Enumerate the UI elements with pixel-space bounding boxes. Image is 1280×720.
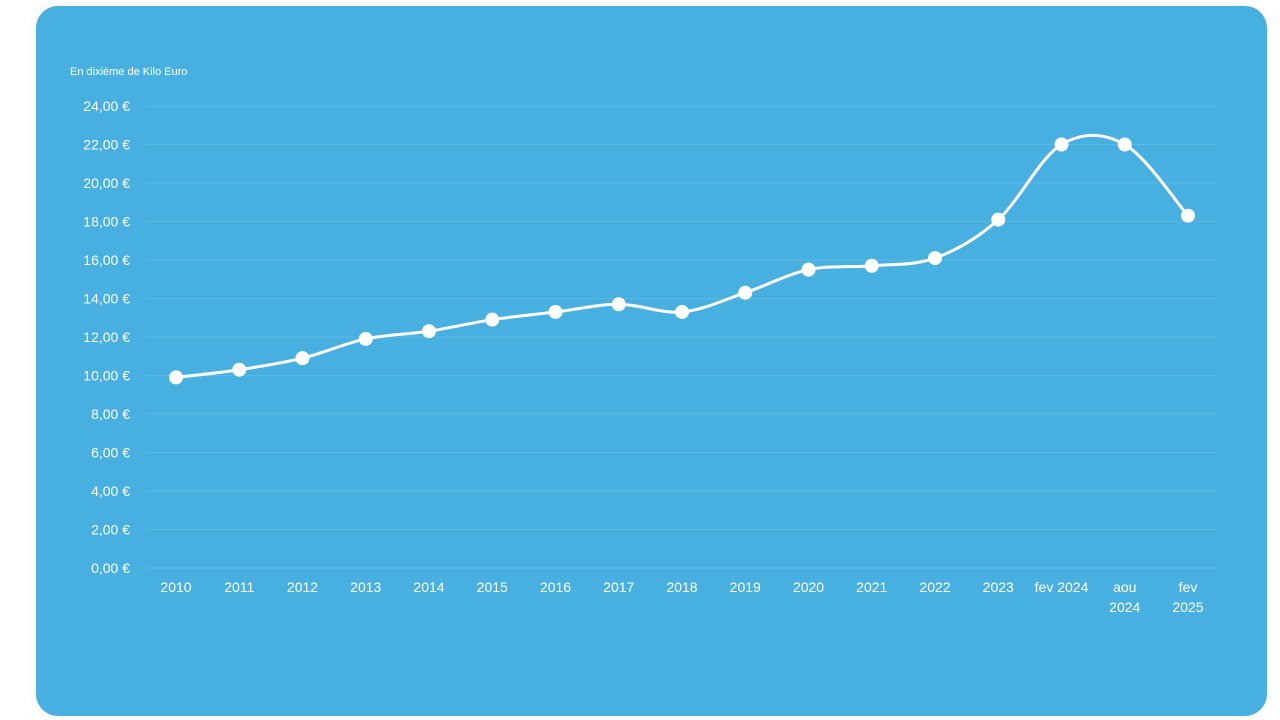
- data-point[interactable]: [801, 262, 816, 277]
- x-tick-label: 2015: [477, 579, 508, 595]
- chart-card: En dixième de Kilo Euro 0,00 € 2,00 € 4,00…: [36, 6, 1267, 716]
- y-axis-ticks: 0,00 € 2,00 € 4,00 € 6,00 € 8,00 € 10,00 € 12,…: [83, 98, 130, 576]
- x-tick-label: 2011: [224, 579, 254, 595]
- x-tick-label: fev 2025: [1172, 579, 1203, 615]
- unit-label: En dixième de Kilo Euro: [70, 66, 187, 78]
- data-point[interactable]: [232, 362, 247, 377]
- x-tick-label: aou 2024: [1109, 579, 1140, 615]
- y-tick-label: 2,00 €: [91, 522, 130, 538]
- data-point[interactable]: [991, 212, 1006, 227]
- data-point[interactable]: [1054, 137, 1069, 152]
- x-tick-label: 2020: [793, 579, 824, 595]
- x-tick-label: 2019: [730, 579, 761, 595]
- x-tick-label: 2016: [540, 579, 571, 595]
- x-tick-label: 2022: [919, 579, 950, 595]
- y-tick-label: 4,00 €: [91, 483, 130, 499]
- x-tick-label: 2010: [160, 579, 191, 595]
- data-point[interactable]: [295, 351, 310, 366]
- x-tick-label: 2013: [350, 579, 381, 595]
- data-point[interactable]: [675, 304, 689, 319]
- data-point[interactable]: [611, 297, 626, 312]
- data-point[interactable]: [169, 370, 183, 385]
- y-tick-label: 22,00 €: [83, 137, 130, 153]
- line-chart: En dixième de Kilo Euro 0,00 € 2,00 € 4,00…: [70, 66, 1218, 615]
- x-tick-label: 2014: [413, 579, 444, 595]
- data-point[interactable]: [1181, 208, 1195, 223]
- x-tick-label: 2018: [666, 579, 697, 595]
- series-line: [174, 133, 1190, 379]
- x-tick-label: 2021: [856, 579, 887, 595]
- y-tick-label: 18,00 €: [83, 214, 130, 230]
- y-tick-label: 10,00 €: [83, 368, 130, 384]
- data-point[interactable]: [928, 251, 942, 266]
- data-point[interactable]: [864, 258, 879, 273]
- y-tick-label: 14,00 €: [83, 291, 130, 307]
- data-point[interactable]: [738, 285, 753, 300]
- y-tick-label: 0,00 €: [91, 560, 130, 576]
- x-tick-label: 2017: [603, 579, 634, 595]
- data-point[interactable]: [548, 304, 563, 319]
- y-tick-label: 6,00 €: [91, 445, 130, 461]
- x-tick-label: 2023: [983, 579, 1014, 595]
- data-point[interactable]: [422, 324, 436, 339]
- data-point[interactable]: [358, 331, 373, 346]
- x-tick-label: 2012: [287, 579, 318, 595]
- y-tick-label: 24,00 €: [83, 98, 130, 114]
- y-tick-label: 12,00 €: [83, 329, 130, 345]
- data-point[interactable]: [485, 312, 500, 327]
- y-tick-label: 20,00 €: [83, 175, 130, 191]
- x-tick-label: fev 2024: [1035, 579, 1089, 595]
- x-axis-ticks: 2010 2011 2012 2013 2014 2015 2016 2017 2018 2019…: [160, 579, 1203, 615]
- data-points: [169, 137, 1195, 385]
- data-point[interactable]: [1117, 137, 1132, 152]
- grid-layer: [146, 105, 1218, 569]
- y-tick-label: 8,00 €: [91, 406, 130, 422]
- y-tick-label: 16,00 €: [83, 252, 130, 268]
